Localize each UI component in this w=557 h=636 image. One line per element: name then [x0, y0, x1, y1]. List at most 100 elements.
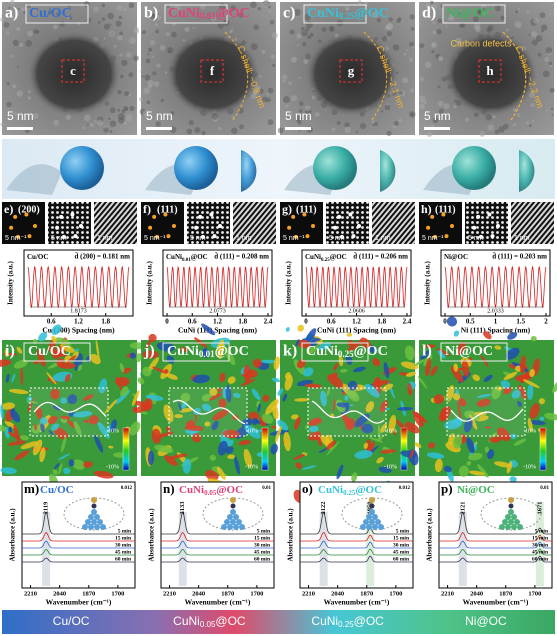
tem-grain [184, 26, 190, 33]
spectrum [300, 555, 413, 563]
tem-grain [94, 119, 97, 123]
tem-grain [13, 112, 18, 116]
strain-domain [372, 358, 381, 367]
strain-domain [7, 440, 26, 446]
tem-grain [317, 39, 322, 44]
tem-grain [113, 44, 117, 48]
legend-label: 60 min [393, 556, 409, 562]
strain-domain [0, 467, 17, 475]
fft-spot [294, 234, 299, 239]
tem-grain [314, 112, 320, 118]
strain-domain [148, 333, 157, 342]
spacing-label: d̄ (111) = 0.203 nm [492, 253, 547, 261]
tem-grain [129, 105, 135, 112]
strain-domain [73, 348, 80, 352]
colorbar [122, 427, 130, 471]
x-tick-label: 1.5 [516, 318, 525, 326]
strain-domain [506, 461, 513, 474]
strain-domain [178, 402, 182, 412]
tem-grain [117, 89, 122, 95]
fft-spot [433, 234, 438, 239]
sample-box [25, 4, 89, 24]
spectrum [300, 531, 413, 542]
tem-grain [548, 12, 552, 15]
strain-domain [37, 349, 46, 367]
strain-domain [514, 365, 522, 372]
formula-sub: 0.25 [338, 349, 354, 359]
strain-domain [225, 446, 234, 454]
strain-domain [83, 419, 89, 423]
strain-domain [457, 401, 462, 421]
spectrum [439, 540, 552, 549]
tem-grain [457, 12, 461, 15]
strain-domain [192, 374, 210, 384]
tem-grain [295, 115, 302, 123]
tem-grain [270, 54, 275, 60]
strain-domain [202, 348, 210, 358]
atom [94, 524, 100, 530]
tem-grain [494, 5, 502, 12]
formula-tail: @OC [355, 484, 382, 496]
x-tick-label: 1870 [82, 590, 95, 597]
tem-grain [432, 21, 436, 25]
strain-domain [433, 394, 445, 404]
selection-box [61, 59, 85, 83]
scale-bar [285, 127, 311, 130]
spectrum [22, 511, 135, 535]
peak-label: 2133 [179, 501, 186, 515]
tem-grain [410, 112, 414, 116]
strain-domain [378, 466, 392, 474]
strain-domain [484, 446, 489, 453]
spectrum [22, 549, 135, 556]
strain-domain [413, 411, 424, 428]
strain-domain [291, 414, 299, 420]
fft-spot [16, 234, 21, 239]
fft-spot [490, 234, 495, 239]
tem-grain [231, 127, 238, 134]
panel-letter: f) [143, 202, 151, 216]
sample-label: Ni@OC [445, 344, 493, 359]
x-tick-label: 1.8 [101, 318, 110, 326]
strain-domain [10, 409, 21, 423]
molecule-halo [341, 497, 403, 531]
fft-spot [55, 225, 60, 230]
legend-label: 5 min [257, 528, 270, 534]
sample-label: Cu/OC [40, 484, 74, 496]
lattice-image [2, 202, 45, 244]
strain-domain [345, 418, 356, 431]
legend-label: 45 min [115, 549, 131, 555]
molecule-halo [63, 497, 125, 531]
inset-letter: c [70, 63, 76, 78]
fft-spot [496, 224, 500, 228]
strain-domain [73, 421, 82, 436]
tem-grain [253, 24, 259, 31]
strain-domain [483, 374, 493, 382]
tem-grain [0, 17, 5, 22]
tem-grain [269, 20, 275, 25]
tem-grain [149, 40, 156, 46]
strain-domain [147, 357, 160, 372]
strain-domain [201, 403, 212, 412]
formula-sub: 0.25 [321, 258, 330, 263]
x-tick-label: 1700 [389, 590, 402, 597]
strain-domain [219, 372, 226, 383]
strain-domain [523, 379, 540, 389]
strain-domain [151, 428, 162, 444]
strain-domain [361, 423, 374, 434]
strain-domain [320, 390, 327, 407]
strain-domain [129, 352, 137, 359]
peak-band [535, 502, 544, 586]
strain-domain [68, 459, 75, 467]
strain-domain [61, 435, 67, 453]
strain-domain [262, 394, 270, 402]
fft-spot [9, 225, 14, 230]
formula-base: CuNi [179, 484, 204, 496]
axis-label: Absorbance (a.u.) [426, 508, 434, 562]
adsorbate [230, 497, 236, 503]
tem-grain [455, 37, 462, 45]
x-tick-label: 2 [544, 318, 548, 326]
tem-grain [6, 82, 10, 86]
strain-domain [544, 412, 557, 421]
formula-base: Ni@OC [465, 614, 507, 628]
tem-grain [432, 30, 437, 35]
